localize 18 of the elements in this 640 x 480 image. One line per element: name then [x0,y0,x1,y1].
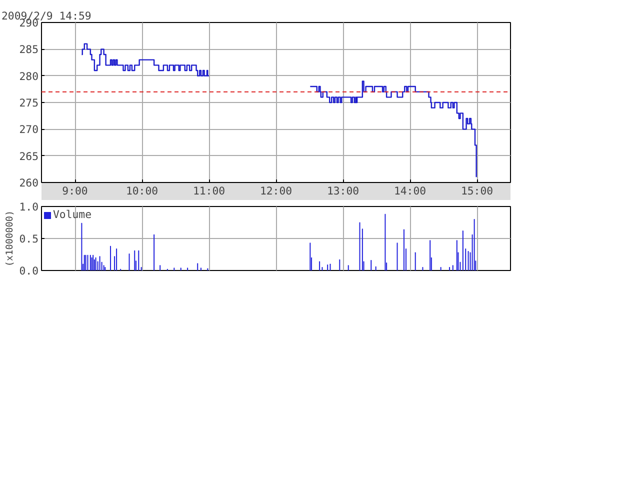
x-tick-label: 12:00 [260,184,292,198]
y-tick-label: 265 [19,150,39,163]
legend-label: Volume [53,208,92,221]
x-tick-label: 11:00 [192,184,226,198]
y-tick-label: 275 [19,96,39,110]
y-tick-label: 0.0 [19,264,39,278]
y-tick-label: 260 [19,176,39,190]
y-tick-label: 285 [19,43,39,56]
x-tick-label: 14:00 [394,184,426,198]
x-tick-label: 15:00 [460,184,494,198]
y-tick-label: 270 [19,123,39,136]
y-axis-title: (x1000000) [4,210,16,267]
y-tick-label: 280 [19,70,39,83]
y-tick-label: 0.5 [19,232,39,246]
x-tick-label: 13:00 [326,184,360,198]
y-tick-label: 1.0 [19,200,39,214]
x-tick-label: 9:00 [62,184,88,198]
x-tick-label: 10:00 [126,184,158,198]
